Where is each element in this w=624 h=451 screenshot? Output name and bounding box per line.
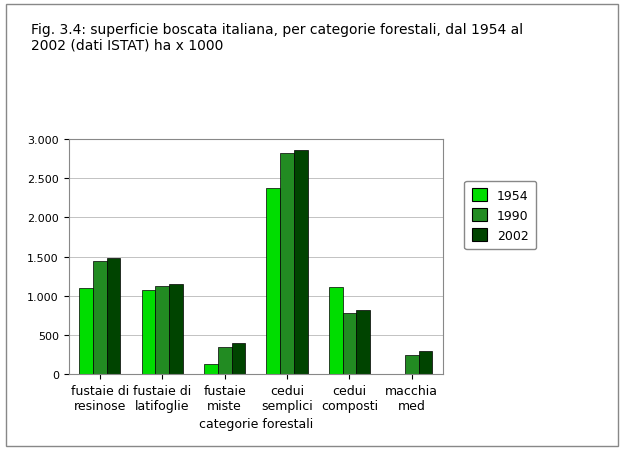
Bar	[266, 189, 280, 374]
Bar	[419, 351, 432, 374]
Text: Fig. 3.4: superficie boscata italiana, per categorie forestali, dal 1954 al
2002: Fig. 3.4: superficie boscata italiana, p…	[31, 23, 524, 53]
Bar	[169, 285, 183, 374]
Bar	[93, 262, 107, 374]
Bar	[107, 258, 120, 374]
Bar	[280, 154, 294, 374]
Bar	[294, 151, 308, 374]
Legend: 1954, 1990, 2002: 1954, 1990, 2002	[464, 181, 536, 249]
Bar	[356, 310, 370, 374]
Bar	[343, 313, 356, 374]
Bar	[218, 347, 232, 374]
Bar	[204, 364, 218, 374]
Bar	[79, 288, 93, 374]
Bar	[405, 355, 419, 374]
Bar	[329, 288, 343, 374]
Bar	[155, 286, 169, 374]
X-axis label: categorie forestali: categorie forestali	[198, 418, 313, 431]
Bar	[142, 290, 155, 374]
Bar	[232, 344, 245, 374]
